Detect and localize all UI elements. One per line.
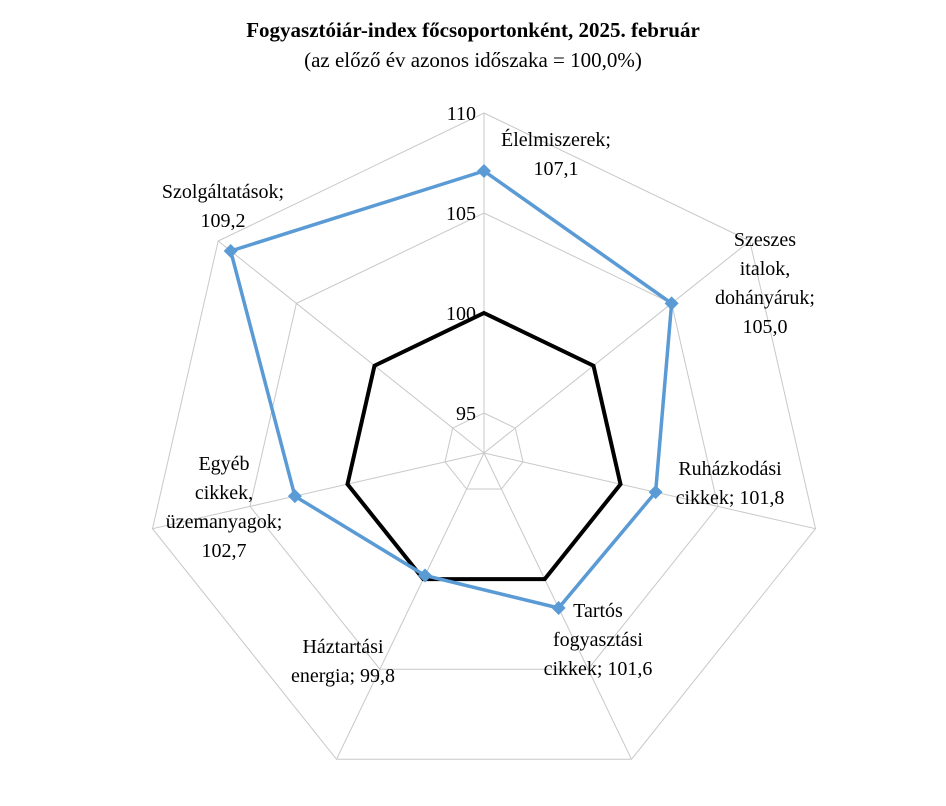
data-point [223,243,238,258]
series [223,164,679,615]
category-label: Tartós fogyasztási cikkek; 101,6 [544,600,653,680]
data-point [417,568,432,583]
reference-series-line [345,310,623,582]
category-label: Szeszes italok, dohányáruk; 105,0 [715,229,815,338]
data-point [551,600,566,615]
category-label-line: energia; 99,8 [291,665,395,687]
category-label-line: 107,1 [534,158,579,180]
category-label-line: cikkek, [195,482,253,504]
grid-spoke [336,452,485,760]
grid-spoke [217,240,485,454]
chart-subtitle: (az előző év azonos időszaka = 100,0%) [304,48,642,72]
tick-label: 105 [446,203,476,225]
category-label: Háztartási energia; 99,8 [291,636,395,687]
grid-ring [151,112,817,760]
category-label-line: cikkek; 101,6 [544,658,653,680]
category-label-line: fogyasztási [553,629,643,651]
tick-labels: 95 100 105 110 [446,103,476,425]
category-label: Ruházkodási cikkek; 101,8 [676,458,785,509]
grid-ring [249,212,719,670]
category-label-line: Szolgáltatások; [162,181,284,203]
category-label-line: italok, [740,258,791,280]
category-label-line: Háztartási [302,636,384,658]
category-label-line: üzemanyagok; [166,511,283,533]
data-point [477,164,491,178]
data-point [664,296,679,311]
category-labels: Élelmiszerek; 107,1 Szeszes italok, dohányár… [162,128,815,687]
category-label-line: Egyéb [198,453,249,475]
series-line [228,169,674,610]
tick-label: 110 [447,103,476,125]
category-label-line: 102,7 [202,540,247,562]
category-label-line: 105,0 [743,316,788,338]
category-label: Szolgáltatások; 109,2 [162,181,284,232]
category-label-line: Ruházkodási [678,458,782,480]
grid-spoke [152,452,485,530]
category-label-line: cikkek; 101,8 [676,487,785,509]
category-label-line: dohányáruk; [715,287,815,309]
tick-label: 100 [446,303,476,325]
data-point [648,485,663,500]
grid-spoke [483,240,751,454]
grid-spoke [483,452,816,530]
data-point [287,489,302,504]
tick-label: 95 [456,403,476,425]
category-label-line: Élelmiszerek; [501,128,611,151]
grid [151,112,817,760]
category-label-line: Tartós [573,600,623,622]
category-label-line: 109,2 [201,210,246,232]
grid-ring [444,412,524,490]
category-label: Egyéb cikkek, üzemanyagok; 102,7 [166,453,283,562]
category-label-line: Szeszes [734,229,796,251]
chart-title: Fogyasztóiár-index főcsoportonként, 2025… [246,18,700,42]
category-label: Élelmiszerek; 107,1 [501,128,611,180]
